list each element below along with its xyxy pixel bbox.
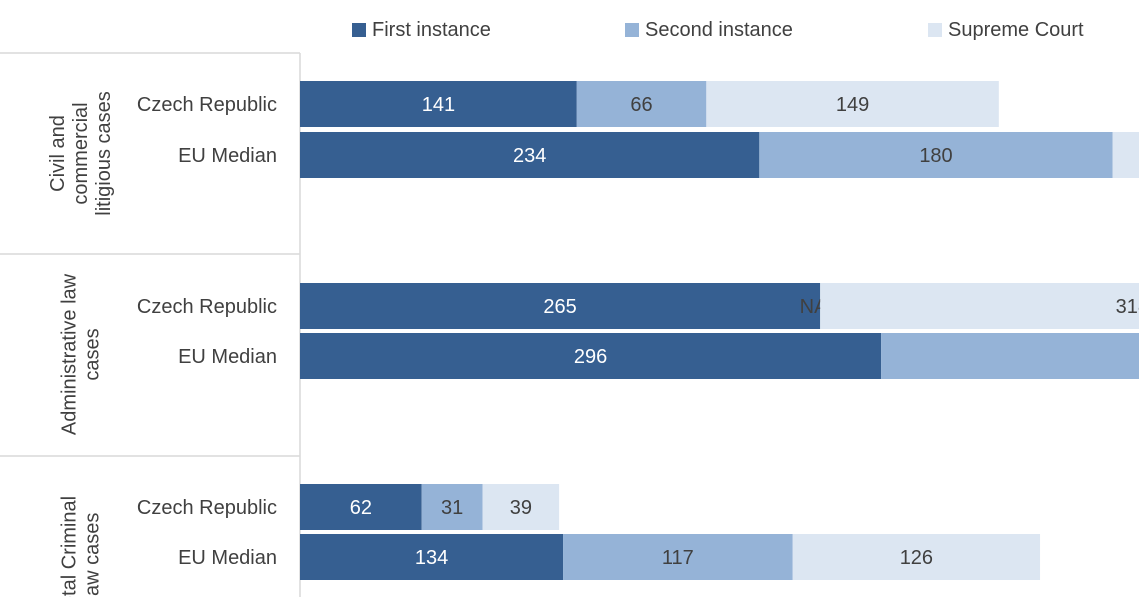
legend-label-second-instance: Second instance: [645, 18, 793, 41]
data-label-first-instance: 265: [543, 296, 576, 318]
legend-label-first-instance: First instance: [372, 18, 491, 41]
category-label: Czech Republic: [137, 94, 277, 116]
bar-segment-first-instance: [300, 484, 422, 530]
bar-segment-supreme-court: [706, 81, 999, 127]
category-label: Czech Republic: [137, 296, 277, 318]
legend-first-instance: First instance: [352, 16, 491, 44]
data-label-first-instance: 134: [415, 547, 448, 569]
bar-segment-first-instance: [300, 81, 577, 127]
bar-segment-second-instance: [421, 484, 483, 530]
bar-segment-first-instance: [300, 132, 760, 178]
data-label-supreme-court: 39: [510, 497, 532, 519]
bar-segment-supreme-court: [1112, 132, 1139, 178]
category-label: EU Median: [178, 145, 277, 167]
data-label-second-instance: 117: [662, 547, 694, 569]
bar-segment-second-instance: [759, 132, 1113, 178]
data-label-second-instance: 180: [919, 145, 952, 167]
data-label-first-instance: 62: [350, 497, 372, 519]
bar-segment-second-instance: [881, 333, 1139, 379]
category-label: EU Median: [178, 346, 277, 368]
group-label: Administrative lawcases: [59, 273, 104, 435]
legend-swatch-supreme-court: [928, 23, 942, 37]
bar-segment-first-instance: [300, 283, 821, 329]
data-label-first-instance: 141: [422, 94, 455, 116]
data-label-first-instance: 234: [513, 145, 546, 167]
legend-supreme-court: Supreme Court: [928, 16, 1084, 44]
bar-segment-first-instance: [300, 534, 564, 580]
bar-segment-first-instance: [300, 333, 882, 379]
legend-label-supreme-court: Supreme Court: [948, 18, 1084, 41]
bar-segment-supreme-court: [820, 283, 1139, 329]
bar-segment-second-instance: [563, 534, 793, 580]
group-label: Total Criminallaw cases: [59, 496, 104, 597]
legend-swatch-first-instance: [352, 23, 366, 37]
legend-swatch-second-instance: [625, 23, 639, 37]
data-label-second-instance: 66: [630, 94, 652, 116]
data-label-first-instance: 296: [574, 346, 607, 368]
bar-segment-supreme-court: [482, 484, 560, 530]
category-label: Czech Republic: [137, 497, 277, 519]
data-label-second-instance: 31: [441, 497, 463, 519]
group-label: Civil andcommerciallitigious cases: [47, 91, 115, 216]
data-label-supreme-court: 126: [900, 547, 933, 569]
legend-second-instance: Second instance: [625, 16, 793, 44]
category-label: EU Median: [178, 547, 277, 569]
bar-segment-supreme-court: [792, 534, 1041, 580]
data-label-supreme-court: 318: [1116, 296, 1139, 318]
data-label-supreme-court: 149: [836, 94, 869, 116]
bar-segment-second-instance: [576, 81, 707, 127]
